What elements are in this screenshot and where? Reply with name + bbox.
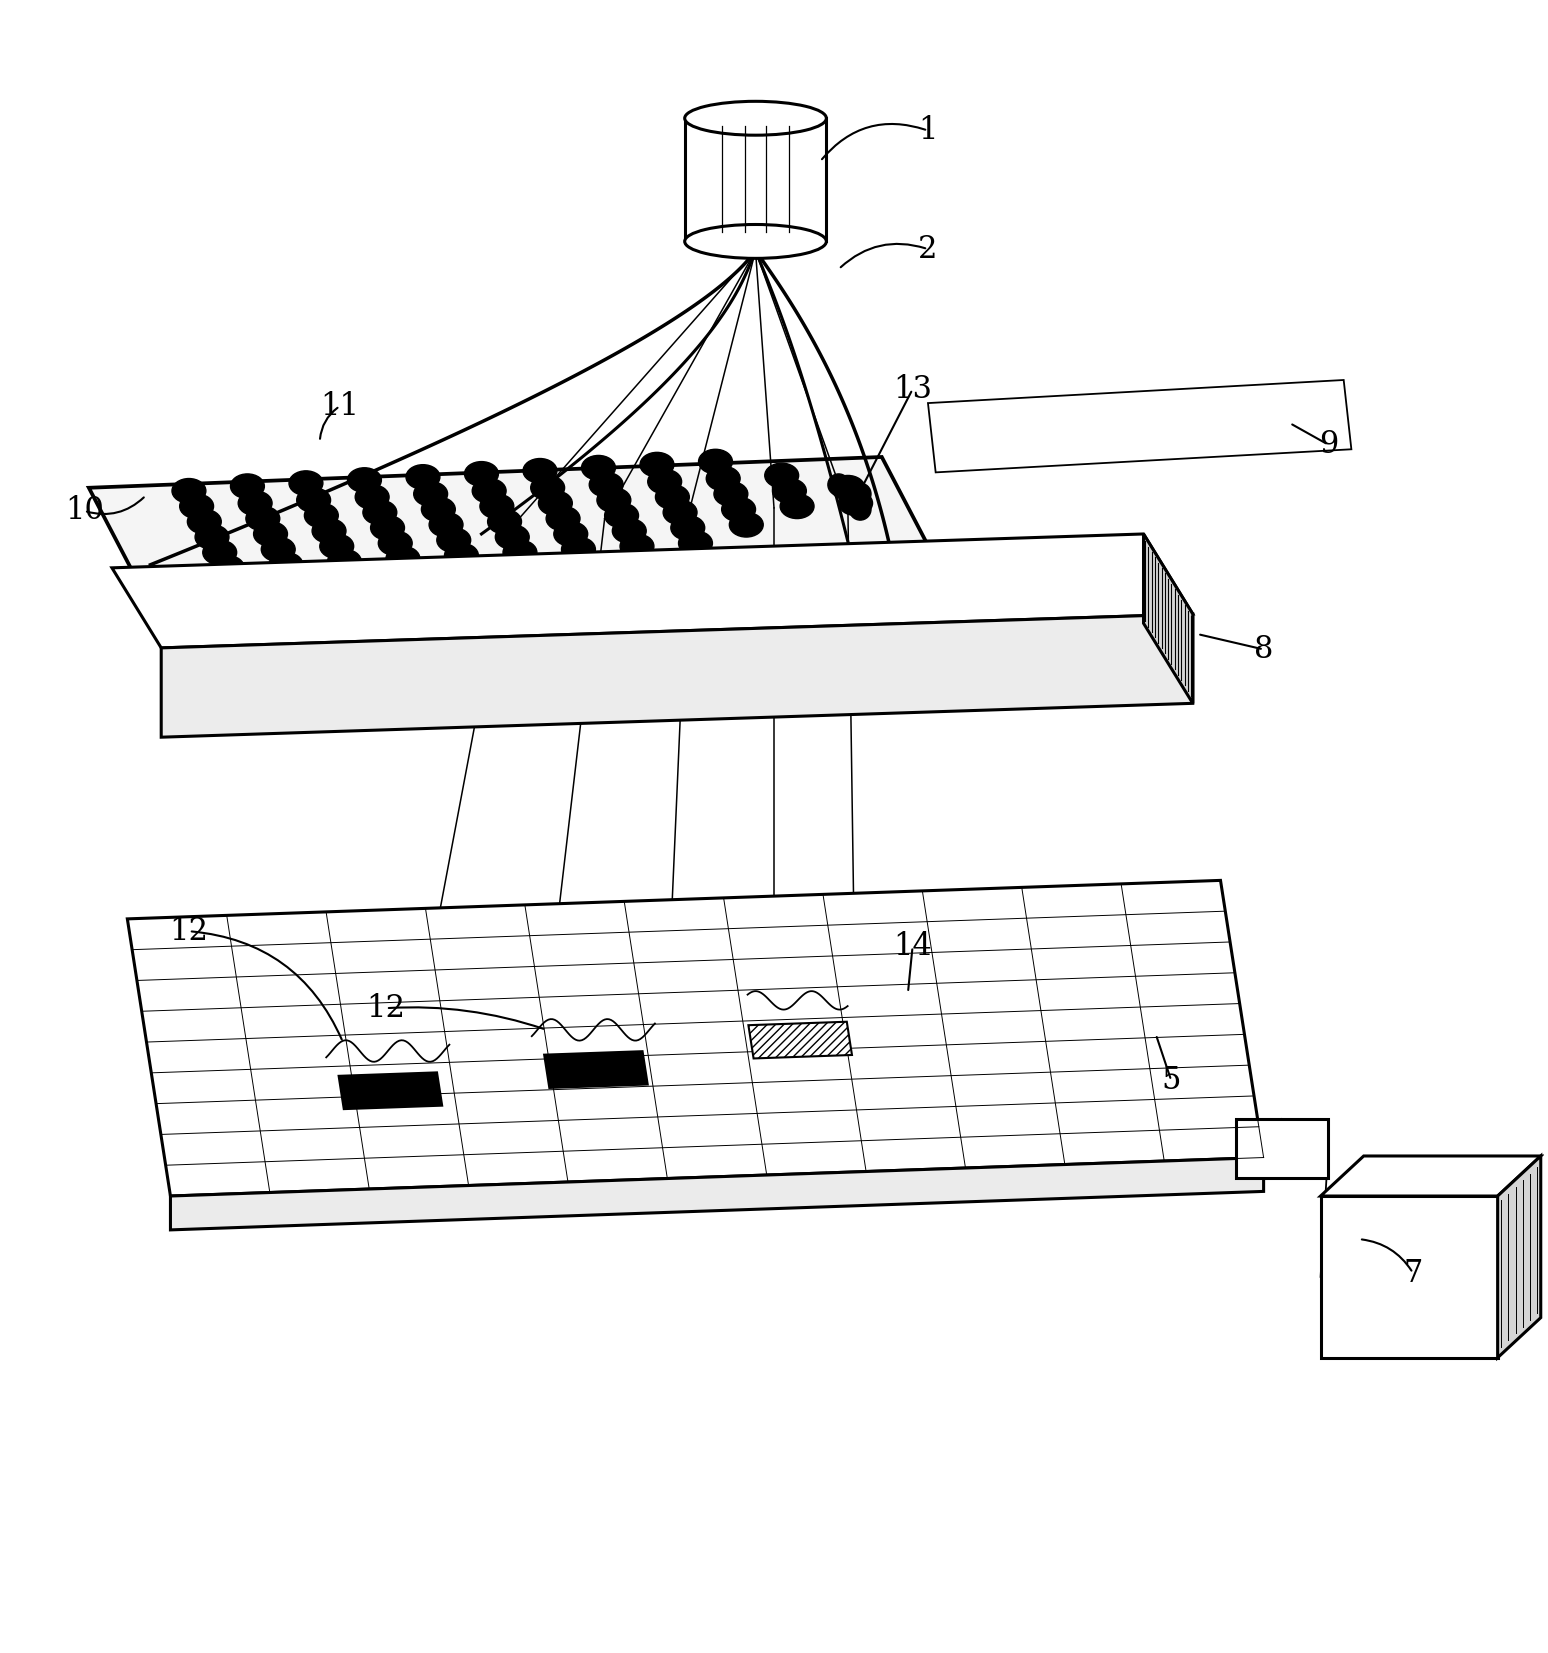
Ellipse shape <box>554 522 588 545</box>
Text: 12: 12 <box>169 916 209 947</box>
Circle shape <box>828 474 850 496</box>
Ellipse shape <box>444 544 478 569</box>
Ellipse shape <box>172 478 206 503</box>
Ellipse shape <box>413 481 447 506</box>
Ellipse shape <box>495 524 529 549</box>
Ellipse shape <box>289 471 324 496</box>
Ellipse shape <box>523 458 557 483</box>
Ellipse shape <box>562 537 596 562</box>
Ellipse shape <box>539 491 573 516</box>
Ellipse shape <box>362 501 396 524</box>
Polygon shape <box>170 1157 1263 1230</box>
Text: 5: 5 <box>1161 1065 1181 1096</box>
Ellipse shape <box>238 491 272 516</box>
Polygon shape <box>161 613 1194 737</box>
Ellipse shape <box>613 519 646 544</box>
Ellipse shape <box>721 498 755 522</box>
Ellipse shape <box>488 509 522 534</box>
Ellipse shape <box>621 534 653 559</box>
Ellipse shape <box>647 469 681 494</box>
Ellipse shape <box>254 522 288 545</box>
Polygon shape <box>1320 1197 1497 1357</box>
Text: 9: 9 <box>1319 430 1337 460</box>
Ellipse shape <box>328 549 361 574</box>
Polygon shape <box>111 534 1194 648</box>
Ellipse shape <box>503 541 537 565</box>
Ellipse shape <box>347 468 381 493</box>
Ellipse shape <box>729 512 763 537</box>
Text: 2: 2 <box>918 233 938 264</box>
Ellipse shape <box>297 488 331 512</box>
Ellipse shape <box>378 531 412 555</box>
Text: 7: 7 <box>1404 1258 1423 1288</box>
Ellipse shape <box>180 494 214 519</box>
Ellipse shape <box>780 494 814 519</box>
Text: 12: 12 <box>367 993 406 1023</box>
Polygon shape <box>927 380 1351 473</box>
Ellipse shape <box>698 450 732 474</box>
Ellipse shape <box>320 534 353 559</box>
Ellipse shape <box>590 473 624 498</box>
Ellipse shape <box>203 541 237 565</box>
Ellipse shape <box>670 516 704 541</box>
Ellipse shape <box>211 555 245 580</box>
Polygon shape <box>1144 534 1194 703</box>
Ellipse shape <box>706 466 740 491</box>
Ellipse shape <box>370 516 404 541</box>
Text: 10: 10 <box>65 496 104 526</box>
Ellipse shape <box>464 461 498 486</box>
Ellipse shape <box>765 463 799 488</box>
Ellipse shape <box>231 474 265 499</box>
Text: 14: 14 <box>893 931 932 962</box>
Ellipse shape <box>655 484 689 509</box>
Polygon shape <box>748 1022 851 1058</box>
Ellipse shape <box>531 476 565 501</box>
Ellipse shape <box>678 531 712 555</box>
Polygon shape <box>127 881 1263 1197</box>
Ellipse shape <box>598 488 632 512</box>
Ellipse shape <box>354 484 389 509</box>
Ellipse shape <box>421 498 455 522</box>
Text: 11: 11 <box>320 390 359 422</box>
Polygon shape <box>339 1073 443 1109</box>
Ellipse shape <box>639 453 673 478</box>
Ellipse shape <box>582 456 616 479</box>
Ellipse shape <box>472 478 506 503</box>
Polygon shape <box>1497 1155 1540 1357</box>
Ellipse shape <box>684 225 827 258</box>
Ellipse shape <box>195 524 229 549</box>
Ellipse shape <box>684 101 827 136</box>
Ellipse shape <box>246 506 280 531</box>
Polygon shape <box>545 1051 647 1088</box>
Text: 13: 13 <box>893 374 932 405</box>
Circle shape <box>850 483 872 504</box>
Circle shape <box>850 499 872 521</box>
Ellipse shape <box>605 503 638 527</box>
Ellipse shape <box>385 545 420 570</box>
Ellipse shape <box>305 503 339 527</box>
Polygon shape <box>1235 1119 1328 1177</box>
Polygon shape <box>684 119 827 241</box>
Ellipse shape <box>269 552 303 577</box>
Ellipse shape <box>839 491 873 516</box>
Ellipse shape <box>406 464 440 489</box>
Ellipse shape <box>480 494 514 519</box>
Polygon shape <box>1320 1155 1540 1197</box>
Ellipse shape <box>429 512 463 537</box>
Ellipse shape <box>772 478 807 503</box>
Ellipse shape <box>546 506 580 531</box>
Ellipse shape <box>262 537 296 562</box>
Ellipse shape <box>831 476 865 501</box>
Ellipse shape <box>714 481 748 506</box>
Text: 1: 1 <box>918 116 938 145</box>
Ellipse shape <box>663 501 697 524</box>
Ellipse shape <box>313 519 345 544</box>
Polygon shape <box>88 456 935 590</box>
Text: 8: 8 <box>1254 635 1274 665</box>
Ellipse shape <box>187 509 221 534</box>
Ellipse shape <box>437 527 471 552</box>
